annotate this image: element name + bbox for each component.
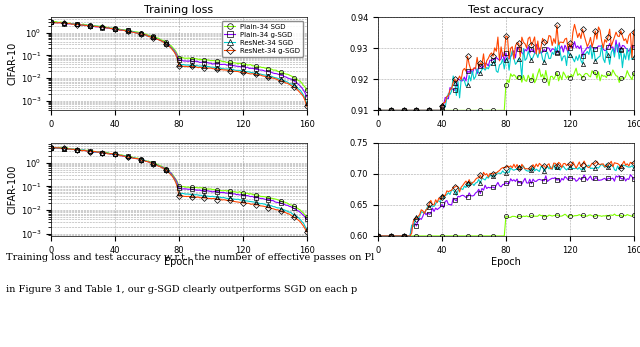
Text: Training loss and test accuracy w.r.t.  the number of effective passes on Pl: Training loss and test accuracy w.r.t. t…: [6, 253, 374, 262]
Y-axis label: CIFAR-10: CIFAR-10: [8, 42, 18, 85]
Y-axis label: CIFAR-100: CIFAR-100: [8, 165, 18, 214]
X-axis label: Epoch: Epoch: [164, 257, 194, 268]
Text: in Figure 3 and Table 1, our ɡ-SGD clearly outperforms SGD on each p: in Figure 3 and Table 1, our ɡ-SGD clear…: [6, 285, 358, 294]
Title: Training loss: Training loss: [145, 5, 214, 15]
Title: Test accuracy: Test accuracy: [468, 5, 544, 15]
X-axis label: Epoch: Epoch: [491, 257, 521, 268]
Legend: Plain-34 SGD, Plain-34 ɡ-SGD, ResNet-34 SGD, ResNet-34 ɡ-SGD: Plain-34 SGD, Plain-34 ɡ-SGD, ResNet-34 …: [221, 21, 303, 57]
